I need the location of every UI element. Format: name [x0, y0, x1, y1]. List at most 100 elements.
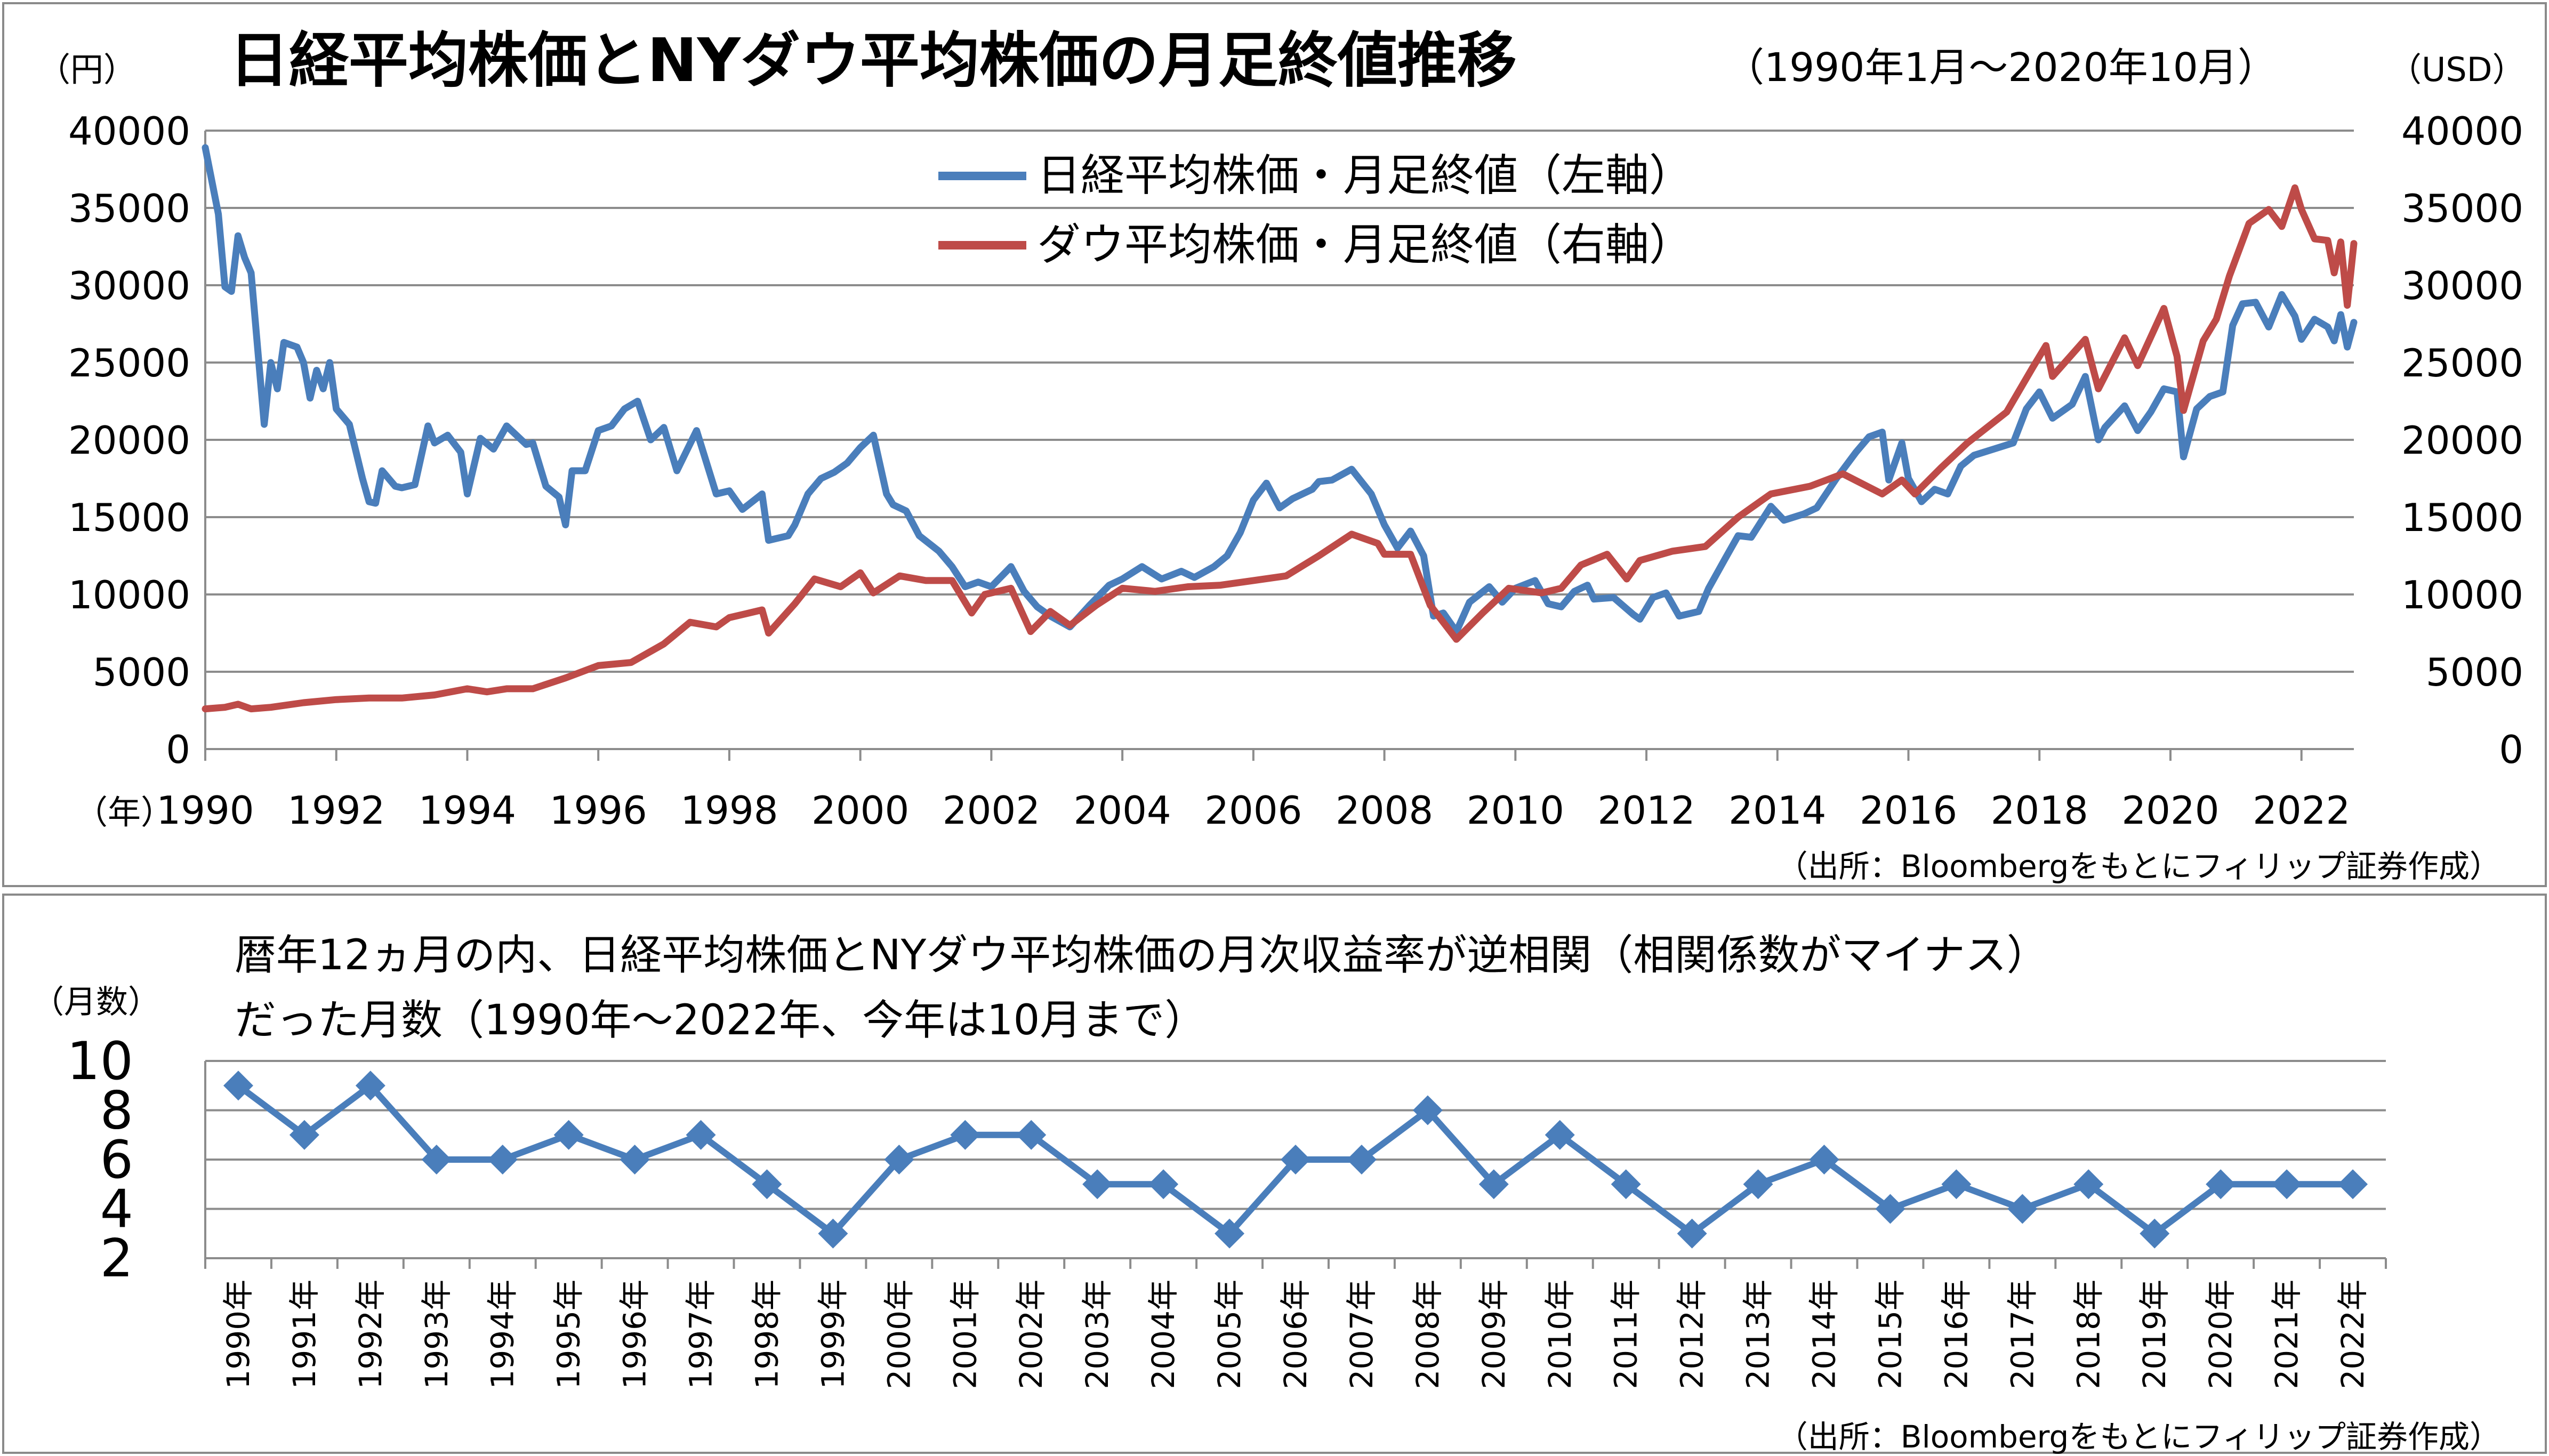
data-marker: [223, 1071, 253, 1101]
chart2-axes: [204, 1061, 2387, 1269]
x-tick-label: 1993年: [419, 1280, 455, 1389]
x-tick-label: 2015年: [1872, 1280, 1908, 1389]
y-tick-label-right: 15000: [2401, 495, 2523, 540]
data-marker: [884, 1145, 914, 1175]
x-tick-label: 2001年: [947, 1280, 983, 1389]
data-marker: [1148, 1169, 1179, 1200]
data-marker: [950, 1120, 980, 1150]
chart1-subtitle: （1990年1月～2020年10月）: [1725, 45, 2277, 91]
data-marker: [1743, 1169, 1773, 1200]
x-tick-label: 2019年: [2136, 1280, 2173, 1389]
data-marker: [2206, 1169, 2236, 1200]
x-tick-label: 2016年: [1938, 1280, 1974, 1389]
x-tick-label: 2018: [1991, 788, 2088, 833]
chart1-source-note: （出所：Bloombergをもとにフィリップ証券作成）: [1777, 848, 2500, 884]
x-tick-label: 2000: [811, 788, 909, 833]
dow-series-line: [202, 184, 2358, 713]
y-tick-label-right: 10000: [2401, 573, 2523, 617]
data-marker: [1215, 1218, 1245, 1249]
data-marker: [1016, 1120, 1047, 1150]
chart2-x-tick-labels: 1990年 1991年 1992年 1993年 1994年 1995年 1996年 1997年…: [220, 1280, 2371, 1389]
legend-label-dow: ダウ平均株価・月足終値（右軸）: [1037, 220, 1693, 270]
x-tick-label: 2014年: [1806, 1280, 1843, 1389]
legend-label-nikkei: 日経平均株価・月足終値（左軸）: [1037, 150, 1693, 201]
x-tick-label: 1998年: [749, 1280, 785, 1389]
y-tick-label-left: 30000: [68, 263, 190, 308]
chart2-series: [223, 1071, 2368, 1249]
x-tick-label: 1996: [550, 788, 647, 833]
x-tick-label: 1992: [287, 788, 385, 833]
data-marker: [752, 1169, 782, 1200]
x-tick-label: 2004: [1074, 788, 1171, 833]
x-tick-label: 2016: [1860, 788, 1957, 833]
y-tick-label-right: 40000: [2401, 109, 2523, 154]
data-marker: [1545, 1120, 1575, 1150]
y-tick-label-left: 20000: [68, 418, 190, 463]
chart1-title: 日経平均株価とNYダウ平均株価の月足終値推移: [229, 26, 1517, 95]
chart1-left-tick-labels: 0 5000 10000 15000 20000 25000 30000 35000 40000: [68, 109, 190, 772]
chart2-title-line1: 暦年12ヵ月の内、日経平均株価とNYダウ平均株価の月次収益率が逆相関（相関係数が…: [235, 931, 2048, 979]
data-marker: [2272, 1169, 2302, 1200]
x-tick-label: 2010: [1467, 788, 1564, 833]
x-tick-label: 2002: [943, 788, 1040, 833]
data-marker: [289, 1120, 319, 1150]
chart1-legend: 日経平均株価・月足終値（左軸） ダウ平均株価・月足終値（右軸）: [938, 150, 1693, 270]
y-tick-label: 8: [100, 1081, 133, 1141]
data-marker: [686, 1120, 716, 1150]
x-tick-label: 2004年: [1145, 1280, 1181, 1389]
x-tick-label: 1998: [680, 788, 778, 833]
x-tick-label: 2009年: [1476, 1280, 1512, 1389]
data-marker: [1478, 1169, 1509, 1200]
chart1-right-axis-unit: （USD）: [2389, 50, 2525, 89]
x-tick-label: 2000年: [881, 1280, 917, 1389]
x-tick-label: 2012: [1597, 788, 1695, 833]
x-tick-label: 2008: [1336, 788, 1433, 833]
y-tick-label-left: 15000: [68, 495, 190, 540]
chart1-left-axis-unit: （円）: [37, 50, 136, 89]
y-tick-label-left: 35000: [68, 186, 190, 231]
y-tick-label-right: 35000: [2401, 186, 2523, 231]
data-marker: [1941, 1169, 1972, 1200]
data-marker: [421, 1145, 452, 1175]
data-marker: [1875, 1194, 1905, 1224]
data-marker: [1677, 1218, 1707, 1249]
data-marker: [2338, 1169, 2368, 1200]
x-tick-label: 1994年: [485, 1280, 521, 1389]
y-tick-label-left: 25000: [68, 341, 190, 385]
x-tick-label: 2002年: [1013, 1280, 1049, 1389]
x-tick-label: 2022: [2253, 788, 2350, 833]
x-tick-label: 2018年: [2070, 1280, 2106, 1389]
x-tick-label: 2006: [1204, 788, 1302, 833]
y-tick-label: 2: [100, 1228, 133, 1289]
y-tick-label-left: 0: [166, 727, 190, 772]
x-tick-label: 2020: [2121, 788, 2219, 833]
data-marker: [1611, 1169, 1641, 1200]
y-tick-label-left: 40000: [68, 109, 190, 154]
x-tick-label: 2008年: [1410, 1280, 1446, 1389]
nikkei-series-line: [202, 144, 2358, 636]
y-tick-label: 6: [100, 1130, 133, 1190]
x-tick-label: 2006年: [1277, 1280, 1314, 1389]
chart1-series-lines: [202, 144, 2358, 713]
data-marker: [818, 1218, 848, 1249]
y-tick-label-left: 10000: [68, 573, 190, 617]
x-tick-label: 1990年: [220, 1280, 256, 1389]
data-marker: [553, 1120, 584, 1150]
x-tick-label: 1992年: [352, 1280, 389, 1389]
x-tick-label: 2022年: [2335, 1280, 2371, 1389]
y-tick-label-right: 20000: [2401, 418, 2523, 463]
x-tick-label: 2012年: [1674, 1280, 1710, 1389]
data-marker: [2007, 1194, 2038, 1224]
x-tick-label: 2014: [1728, 788, 1826, 833]
x-tick-label: 1999年: [815, 1280, 851, 1389]
x-tick-label: 1997年: [683, 1280, 719, 1389]
y-tick-label-right: 0: [2499, 727, 2523, 772]
data-marker: [1346, 1145, 1377, 1175]
data-marker: [487, 1145, 518, 1175]
data-marker: [2140, 1218, 2170, 1249]
x-tick-label: 1994: [419, 788, 516, 833]
chart1-right-tick-labels: 0 5000 10000 15000 20000 25000 30000 35000 40000: [2401, 109, 2523, 772]
data-marker: [620, 1145, 650, 1175]
x-tick-label: 1990: [156, 788, 254, 833]
